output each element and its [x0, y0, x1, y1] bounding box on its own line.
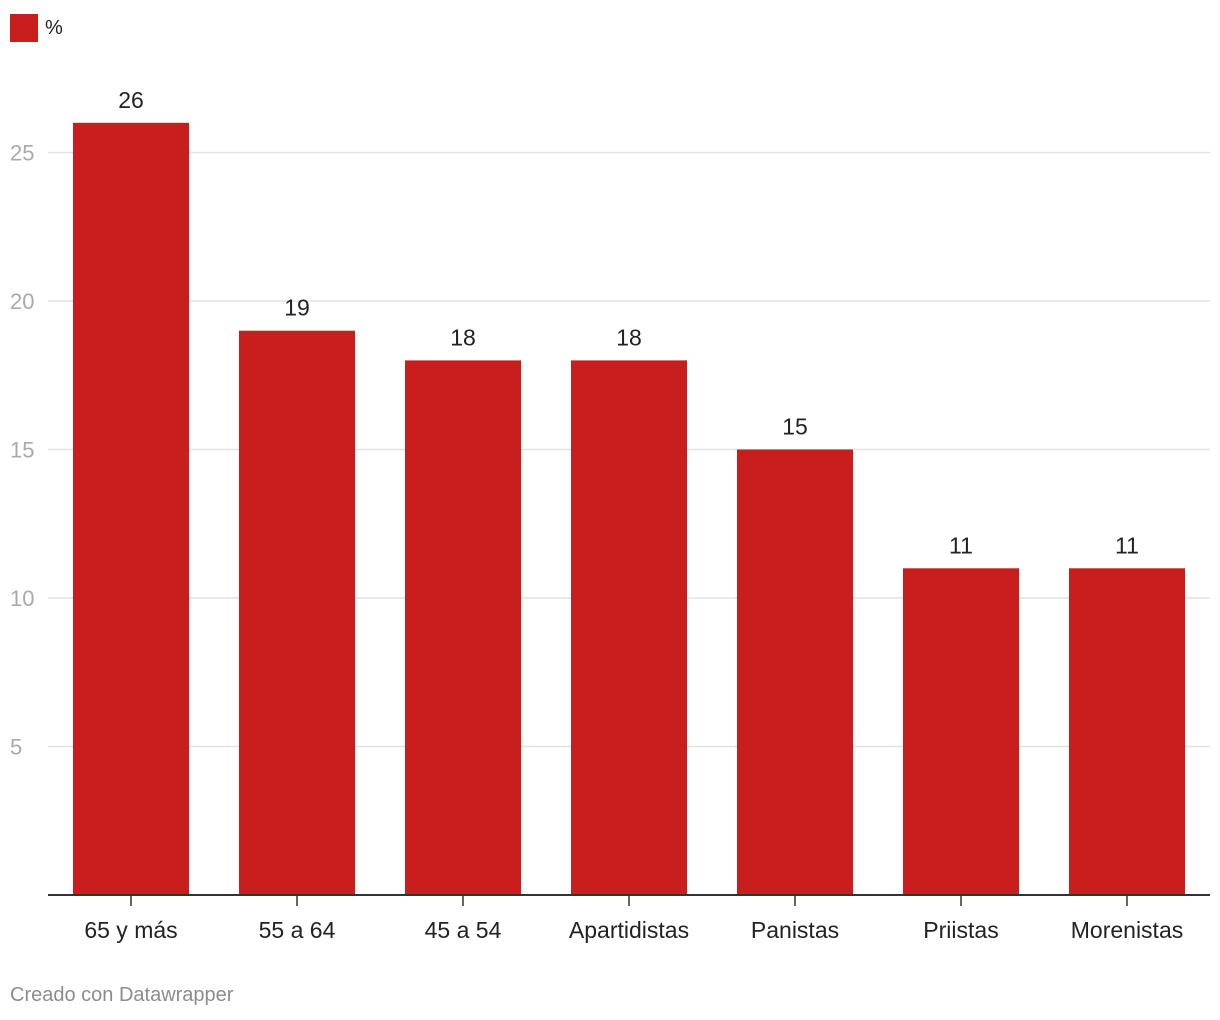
- category-label: Priistas: [923, 917, 998, 943]
- value-label: 19: [284, 295, 310, 321]
- value-label: 18: [450, 324, 476, 350]
- legend-swatch: [10, 14, 38, 42]
- bar: [571, 360, 687, 895]
- category-label: 65 y más: [84, 917, 177, 943]
- legend-label: %: [45, 16, 63, 39]
- bar: [73, 122, 189, 896]
- bar: [903, 568, 1019, 895]
- bar: [737, 449, 853, 895]
- category-label: 55 a 64: [259, 917, 336, 943]
- y-tick-label: 20: [10, 289, 34, 314]
- category-label: Apartidistas: [569, 917, 689, 943]
- category-label: 45 a 54: [425, 917, 502, 943]
- value-label: 26: [118, 87, 144, 113]
- y-tick-label: 5: [10, 735, 22, 760]
- bar: [405, 360, 521, 895]
- y-tick-label: 10: [10, 586, 34, 611]
- category-label: Panistas: [751, 917, 839, 943]
- y-tick-label: 25: [10, 141, 34, 166]
- bar: [1069, 568, 1185, 895]
- value-label: 11: [949, 532, 973, 558]
- bar: [239, 330, 355, 895]
- y-tick-label: 15: [10, 438, 34, 463]
- value-label: 15: [782, 414, 808, 440]
- category-label: Morenistas: [1071, 917, 1183, 943]
- value-label: 18: [616, 324, 642, 350]
- legend: %: [10, 14, 63, 42]
- credit-text: Creado con Datawrapper: [10, 984, 234, 1006]
- value-label: 11: [1115, 532, 1139, 558]
